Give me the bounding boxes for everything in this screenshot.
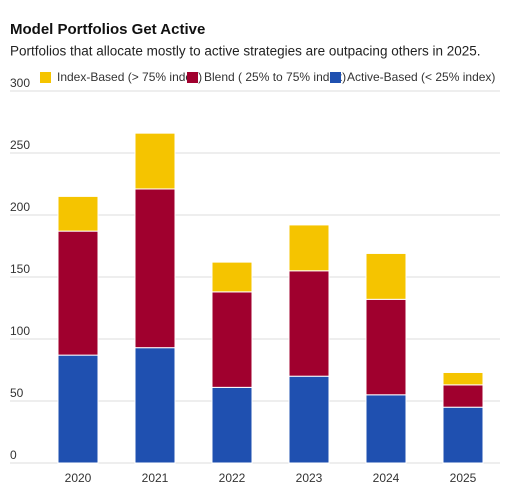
bar-segment <box>134 132 176 190</box>
y-tick-label: 150 <box>10 262 30 276</box>
bar-segment <box>288 224 330 272</box>
y-tick-label: 250 <box>10 138 30 152</box>
bar-segment <box>288 375 330 464</box>
x-tick-label: 2022 <box>219 471 246 485</box>
legend-swatch <box>330 72 341 83</box>
y-tick-label: 100 <box>10 324 30 338</box>
bar-segment <box>442 384 484 408</box>
bar-segment <box>57 195 99 232</box>
bar-segment <box>211 386 253 464</box>
legend-label: Index-Based (> 75% index) <box>57 70 202 84</box>
legend-label: Blend ( 25% to 75% index) <box>204 70 346 84</box>
x-tick-label: 2021 <box>142 471 169 485</box>
legend-swatch <box>187 72 198 83</box>
bar-segment <box>211 261 253 293</box>
bar-segment <box>365 298 407 396</box>
bar-segment <box>57 354 99 464</box>
bar-segment <box>288 270 330 377</box>
legend-label: Active-Based (< 25% index) <box>347 70 495 84</box>
chart-subtitle: Portfolios that allocate mostly to activ… <box>10 44 481 59</box>
bar-segment <box>365 252 407 300</box>
y-tick-label: 0 <box>10 448 17 462</box>
legend-swatch <box>40 72 51 83</box>
y-tick-label: 200 <box>10 200 30 214</box>
x-tick-label: 2023 <box>296 471 323 485</box>
x-tick-label: 2025 <box>450 471 477 485</box>
x-tick-label: 2024 <box>373 471 400 485</box>
y-tick-label: 50 <box>10 386 24 400</box>
bar-segment <box>442 371 484 386</box>
bar-segment <box>211 291 253 388</box>
bar-segment <box>134 347 176 464</box>
bar-segment <box>57 230 99 356</box>
chart-title: Model Portfolios Get Active <box>10 21 205 38</box>
y-tick-label: 300 <box>10 76 30 90</box>
bar-segment <box>442 406 484 464</box>
x-tick-label: 2020 <box>65 471 92 485</box>
bar-segment <box>134 188 176 349</box>
bar-segment <box>365 394 407 464</box>
